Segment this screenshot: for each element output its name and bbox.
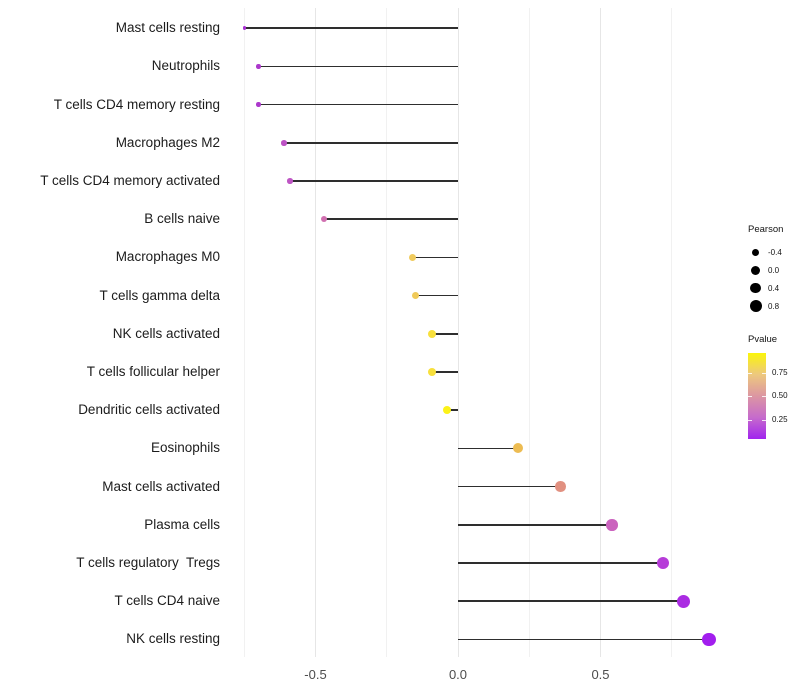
- lollipop-stem: [258, 103, 458, 106]
- legend-pvalue-title: Pvalue: [748, 334, 778, 345]
- legend-pearson-entries: -0.4 0.0 0.4 0.8: [748, 243, 783, 315]
- legend-size-entry: -0.4: [748, 243, 783, 261]
- lollipop-dot[interactable]: [555, 481, 566, 492]
- y-axis-label: T cells CD4 memory activated: [40, 173, 220, 188]
- lollipop-dot[interactable]: [320, 215, 328, 223]
- gridline-major: [315, 8, 316, 657]
- legend-size-entry-label: 0.8: [768, 301, 780, 311]
- y-axis-label: T cells regulatory Tregs: [76, 555, 220, 570]
- colorbar-tick: [748, 420, 752, 422]
- lollipop-dot[interactable]: [242, 26, 246, 30]
- y-axis-label: Dendritic cells activated: [78, 402, 220, 418]
- gridline-minor: [243, 8, 245, 657]
- legend-size-entry-label: -0.4: [768, 247, 782, 257]
- lollipop-stem: [412, 256, 458, 259]
- lollipop-dot[interactable]: [428, 368, 437, 376]
- gridline-major: [457, 8, 459, 657]
- lollipop-stem: [446, 409, 458, 411]
- lollipop-dot[interactable]: [411, 291, 419, 300]
- lollipop-dot[interactable]: [408, 253, 417, 262]
- legend-size-dot-icon: [748, 281, 763, 296]
- y-axis-label: Macrophages M0: [115, 249, 220, 265]
- colorbar-tick-label: 0.25: [772, 415, 788, 425]
- y-axis-label: T cells CD4 memory resting: [53, 96, 220, 112]
- y-axis-label: Mast cells activated: [102, 478, 220, 494]
- lollipop-stem: [458, 638, 709, 641]
- x-axis-tick-label: -0.5: [304, 667, 327, 682]
- legend-pearson-title: Pearson: [748, 224, 784, 235]
- lollipop-stem: [458, 600, 684, 602]
- colorbar-tick: [748, 396, 752, 398]
- gridline-major: [600, 8, 601, 657]
- colorbar-tick: [762, 420, 766, 422]
- legend-size-entry: 0.0: [748, 261, 783, 279]
- y-axis-label: T cells CD4 naive: [114, 593, 220, 609]
- lollipop-dot[interactable]: [428, 329, 437, 338]
- lollipop-dot[interactable]: [702, 632, 716, 647]
- colorbar-tick: [762, 396, 766, 398]
- y-axis-label: NK cells resting: [126, 631, 220, 647]
- y-axis-label: Mast cells resting: [115, 20, 220, 36]
- colorbar-tick-label: 0.75: [772, 368, 788, 378]
- legend-pvalue-colorbar: Pvalue 0.75 0.50 0.25: [748, 334, 788, 439]
- lollipop-stem: [244, 27, 458, 29]
- y-axis-label: Eosinophils: [150, 440, 220, 456]
- legend-size-dot-icon: [748, 299, 763, 314]
- lollipop-dot[interactable]: [606, 519, 618, 531]
- lollipop-stem: [415, 294, 458, 297]
- lollipop-stem: [289, 180, 458, 182]
- lollipop-stem: [458, 562, 664, 564]
- legend-pearson-size: Pearson -0.4 0.0 0.4 0.8: [748, 224, 783, 315]
- lollipop-stem: [432, 371, 458, 373]
- y-axis-label: Neutrophils: [151, 58, 220, 74]
- colorbar-tick-label: 0.50: [772, 391, 788, 401]
- lollipop-stem: [432, 333, 458, 335]
- colorbar-tick: [748, 373, 752, 375]
- gridline-minor: [386, 8, 388, 657]
- y-axis-label: NK cells activated: [112, 325, 220, 341]
- lollipop-dot[interactable]: [287, 178, 293, 184]
- gridline-minor: [528, 8, 530, 657]
- lollipop-stem: [458, 447, 518, 450]
- y-axis-label: Plasma cells: [144, 516, 220, 532]
- legend-size-dot-icon: [748, 245, 763, 260]
- lollipop-dot[interactable]: [442, 406, 451, 415]
- lollipop-stem: [258, 65, 458, 68]
- y-axis-label: T cells gamma delta: [99, 287, 220, 303]
- lollipop-dot[interactable]: [281, 140, 287, 146]
- colorbar-tick: [762, 373, 766, 375]
- x-axis-tick-label: 0.0: [448, 667, 468, 682]
- legend-size-entry-label: 0.4: [768, 283, 780, 293]
- legend-size-entry-label: 0.0: [768, 265, 780, 275]
- y-axis-label: T cells follicular helper: [86, 364, 220, 379]
- lollipop-stem: [458, 485, 561, 488]
- pvalue-colorbar-wrap: 0.75 0.50 0.25: [748, 353, 788, 439]
- y-axis-label: B cells naive: [144, 211, 220, 227]
- gridline-minor: [671, 8, 673, 657]
- lollipop-stem: [284, 142, 458, 144]
- lollipop-stem: [458, 524, 612, 526]
- lollipop-stem: [324, 218, 458, 220]
- lollipop-dot[interactable]: [512, 443, 523, 454]
- lollipop-dot[interactable]: [656, 556, 670, 570]
- lollipop-dot[interactable]: [256, 64, 261, 69]
- x-axis-tick-label: 0.5: [591, 667, 610, 682]
- lollipop-dot[interactable]: [256, 102, 261, 107]
- legend-size-dot-icon: [748, 263, 763, 278]
- y-axis-label: Macrophages M2: [115, 134, 220, 150]
- legend-size-entry: 0.4: [748, 279, 783, 297]
- lollipop-dot[interactable]: [676, 594, 690, 608]
- pvalue-gradient-bar: [748, 353, 766, 439]
- legend-size-entry: 0.8: [748, 297, 783, 315]
